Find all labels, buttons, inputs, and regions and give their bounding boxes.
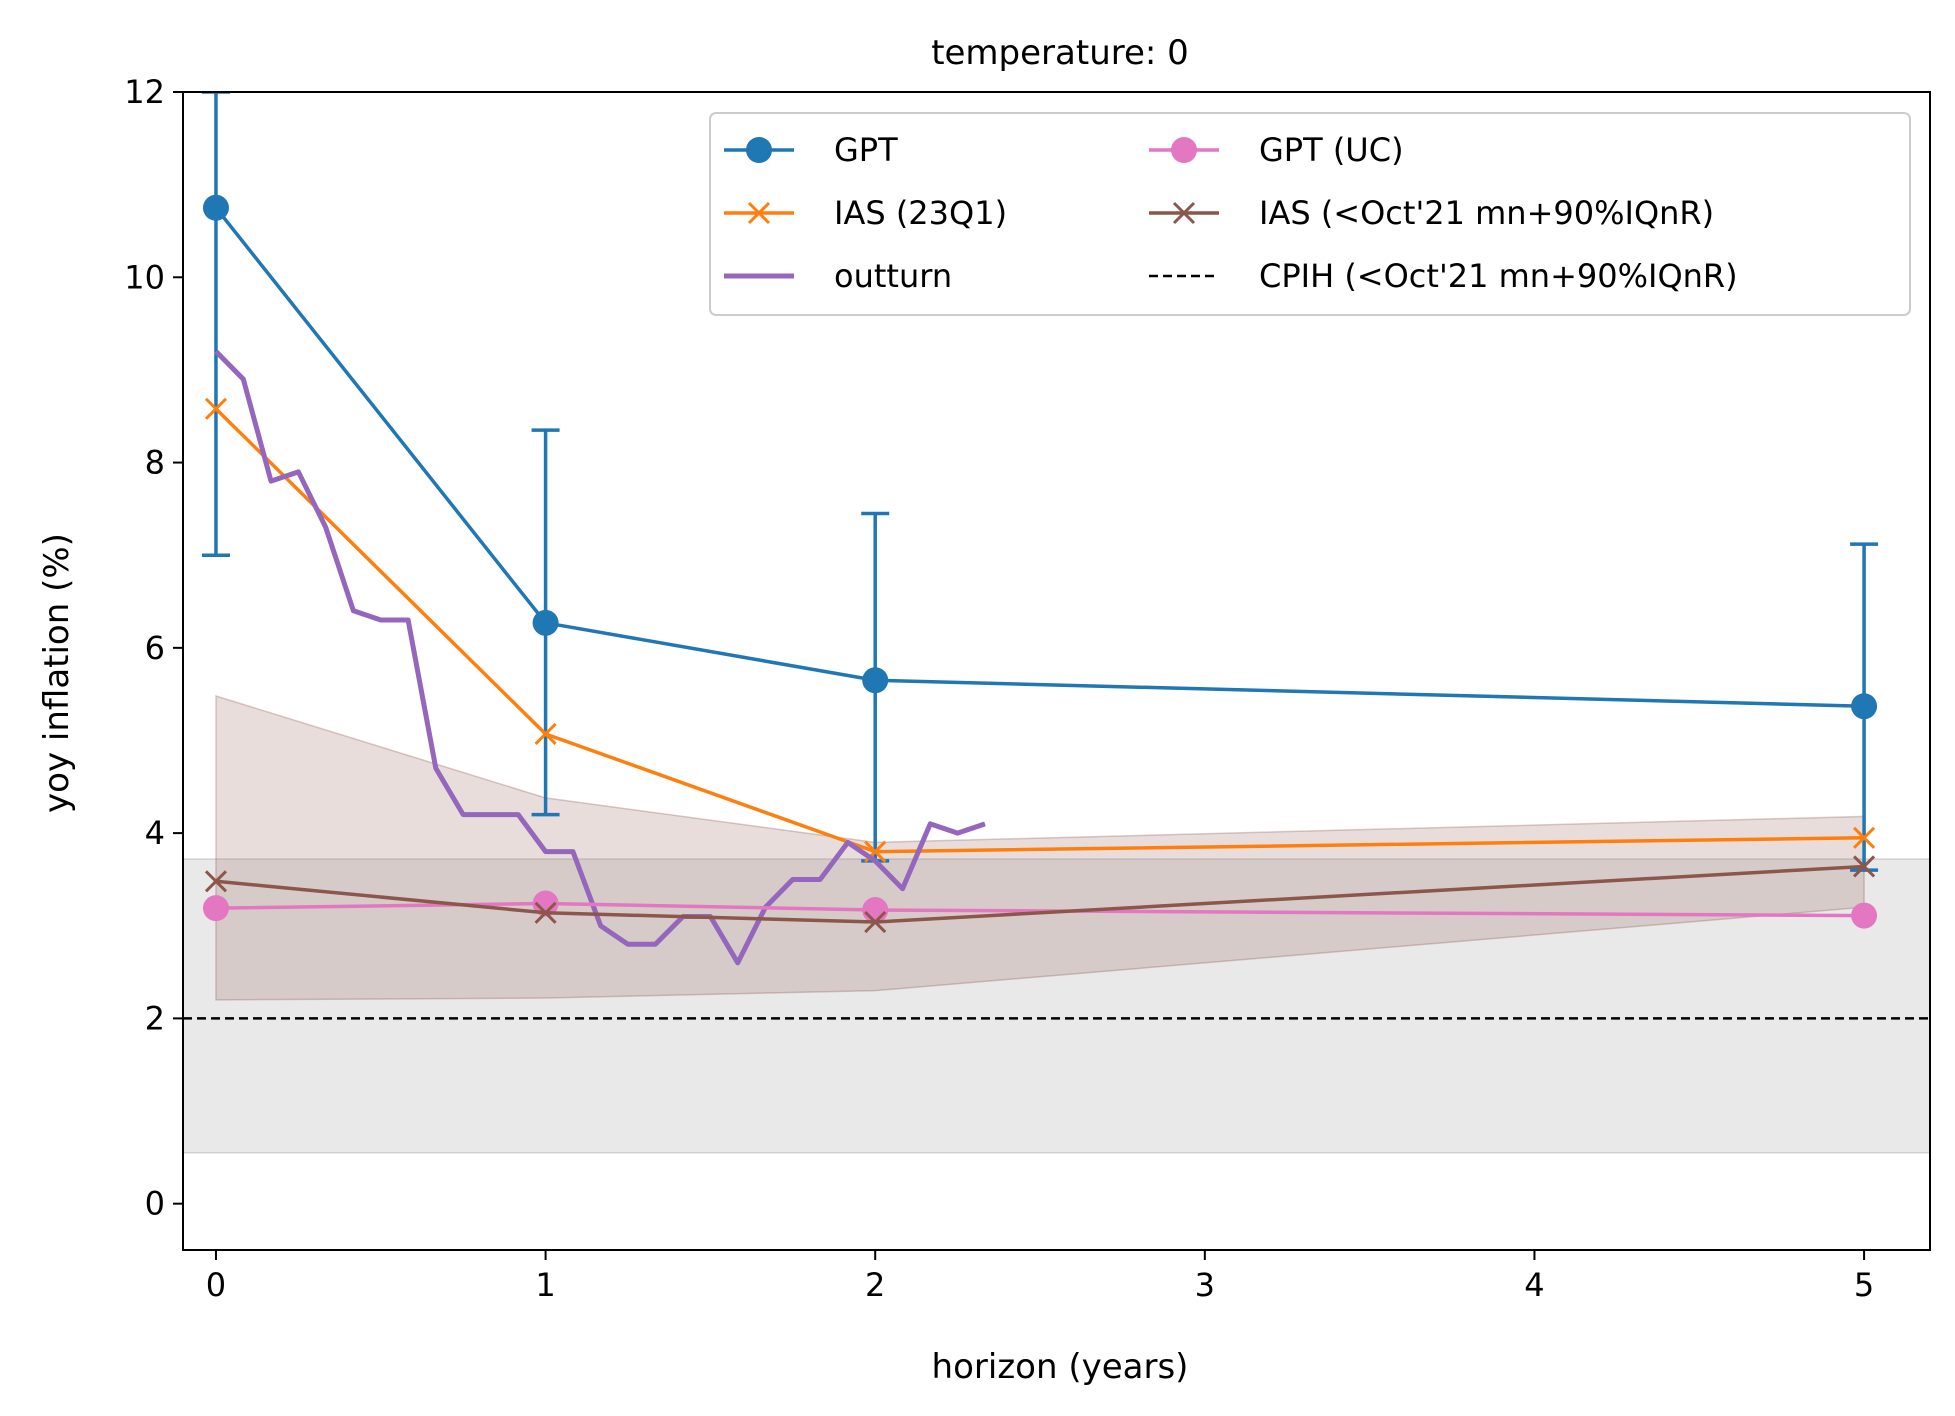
gpt-point-3: [1851, 693, 1878, 720]
x-tick-label-0: 0: [206, 1266, 226, 1304]
plot-area: [183, 92, 1930, 1154]
ias-point-0: [204, 397, 228, 420]
legend-box: [709, 112, 1911, 316]
legend-ias-hist-label: IAS (<Oct'21 mn+90%IQnR): [1259, 194, 1714, 232]
ias-hist-point-0: [204, 870, 228, 893]
y-axis-label: yoy inflation (%): [37, 533, 77, 813]
gpt-point-0: [202, 194, 229, 221]
legend-outturn-label: outturn: [834, 257, 952, 295]
legend-ias-hist-marker: [1172, 201, 1196, 225]
ias-line: [214, 407, 1865, 854]
ias-hist-point-3: [1853, 855, 1876, 878]
x-tick-label-1: 1: [535, 1266, 555, 1304]
legend: GPT IAS (23Q1) outturn GPT (UC) IAS (<Oct'21…: [709, 112, 1911, 316]
gpt-uc-point-1: [532, 890, 559, 917]
outturn-line: [214, 349, 986, 966]
gpt-line: [214, 206, 1865, 708]
ias-hist-line: [215, 864, 1865, 924]
legend-gpt-label: GPT: [834, 131, 898, 169]
gpt-uc-point-2: [862, 897, 889, 924]
gpt-uc-point-3: [1851, 902, 1878, 929]
legend-ias-marker: [747, 201, 771, 225]
legend-gpt-marker: [746, 137, 772, 163]
axes-frame: [182, 91, 1931, 1251]
y-tick-label-12: 12: [124, 73, 165, 111]
cpih-band: [183, 858, 1930, 1154]
legend-cpih-label: CPIH (<Oct'21 mn+90%IQnR): [1259, 257, 1738, 295]
y-tick-label-8: 8: [145, 444, 165, 482]
legend-gpt-uc-marker: [1171, 137, 1197, 163]
gpt-uc-point-0: [202, 895, 229, 922]
gpt-point-1: [532, 609, 559, 636]
gpt-point-2: [862, 667, 889, 694]
y-tick-label-2: 2: [145, 999, 165, 1037]
legend-gpt-uc-label: GPT (UC): [1259, 131, 1404, 169]
x-axis-label: horizon (years): [932, 1347, 1189, 1387]
ias-point-1: [534, 722, 557, 746]
ias-hist-point-1: [534, 901, 557, 924]
x-tick-label-5: 5: [1854, 1266, 1874, 1304]
chart-title: temperature: 0: [931, 33, 1189, 73]
x-tick-label-2: 2: [865, 1266, 885, 1304]
ias-point-3: [1853, 826, 1876, 849]
y-tick-label-4: 4: [145, 814, 165, 852]
legend-ias-label: IAS (23Q1): [834, 194, 1007, 232]
x-tick-label-3: 3: [1195, 1266, 1215, 1304]
y-tick-label-0: 0: [145, 1185, 165, 1223]
y-tick-label-10: 10: [124, 258, 165, 296]
x-tick-label-4: 4: [1524, 1266, 1544, 1304]
plot-content: [183, 92, 1930, 1154]
ias-hist-point-2: [864, 910, 887, 934]
y-tick-label-6: 6: [145, 629, 165, 667]
gpt-uc-line: [215, 901, 1865, 918]
